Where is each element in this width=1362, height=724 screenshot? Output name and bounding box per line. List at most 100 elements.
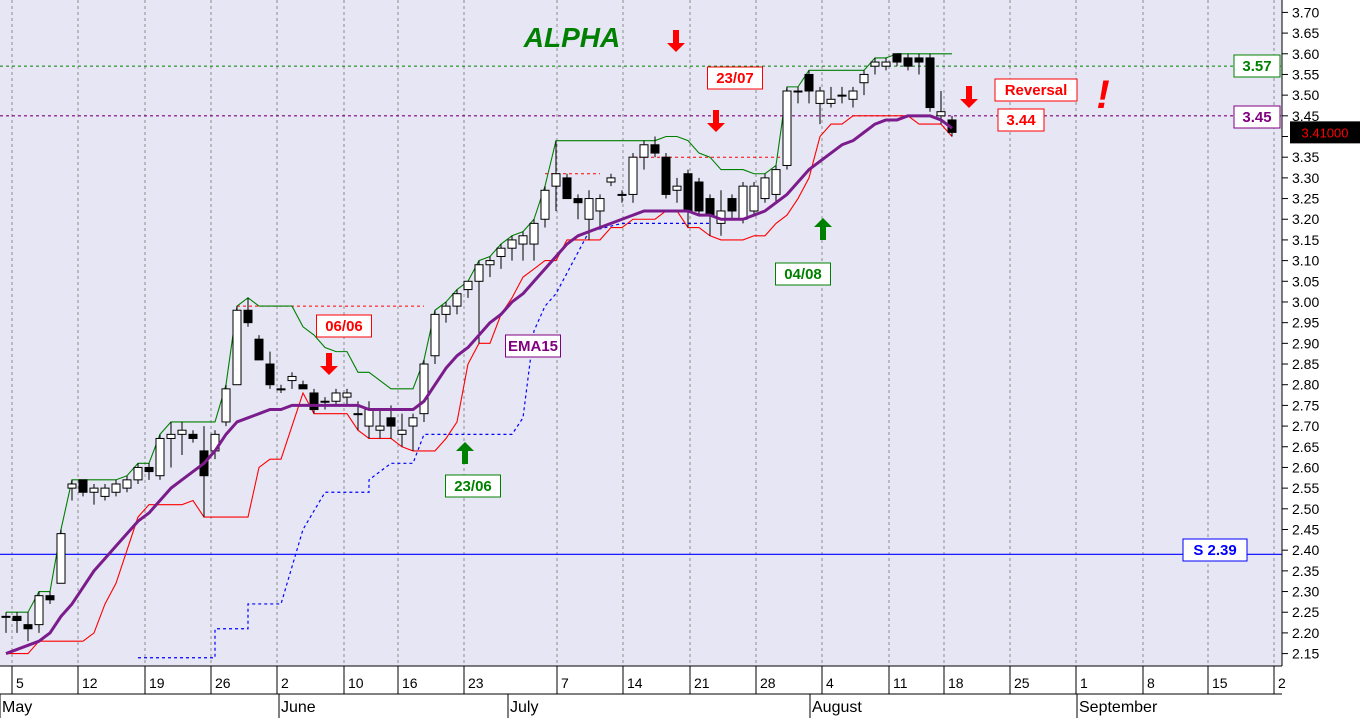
candle-body	[595, 198, 605, 212]
label-3-44: 3.44	[997, 108, 1045, 132]
x-tick-label: 7	[561, 675, 569, 691]
candle-body	[584, 198, 594, 220]
candle	[694, 177, 704, 216]
candle-body	[122, 479, 132, 489]
y-tick-label: 3.65	[1292, 25, 1319, 41]
candle	[441, 301, 451, 323]
x-tick-label: 19	[149, 675, 165, 691]
candle-body	[771, 169, 781, 195]
y-tick-label: 2.15	[1292, 646, 1319, 662]
arrow-shape	[667, 30, 685, 52]
candle	[298, 380, 308, 390]
month-label: September	[1079, 699, 1158, 716]
candle	[221, 384, 231, 427]
candle	[375, 409, 385, 439]
candle	[650, 136, 660, 158]
label-3-45-text: 3.45	[1242, 109, 1271, 126]
last-price-badge: 3.41000	[1290, 121, 1360, 144]
candle-body	[12, 615, 22, 621]
candle-body	[881, 61, 891, 67]
arrow-shape	[456, 442, 474, 464]
candle	[859, 70, 869, 96]
candle-body	[408, 417, 418, 427]
candle-body	[837, 94, 847, 97]
candle	[782, 86, 792, 170]
candle-body	[1, 615, 11, 618]
label-23-06-text: 23/06	[454, 478, 492, 495]
candle	[749, 182, 759, 216]
candle-body	[133, 466, 143, 481]
y-tick-label: 2.70	[1292, 418, 1319, 434]
y-tick-label: 3.00	[1292, 294, 1319, 310]
candle	[837, 86, 847, 104]
candle-body	[815, 90, 825, 104]
candle	[166, 421, 176, 468]
candle-body	[452, 293, 462, 307]
annotations: 06/06 23/07 23/06 04/08 EMA15 Reversal 3.44 3.5…	[316, 30, 1281, 562]
candle	[562, 173, 572, 200]
down-arrow-icon	[960, 86, 978, 108]
y-tick-label: 2.50	[1292, 501, 1319, 517]
candle	[518, 231, 528, 261]
candle-body	[320, 400, 330, 403]
y-tick-label: 2.90	[1292, 335, 1319, 351]
candle	[144, 463, 154, 480]
y-tick-label: 3.30	[1292, 170, 1319, 186]
candle-body	[661, 156, 671, 195]
candle-body	[45, 595, 55, 601]
candle-body	[144, 466, 154, 473]
y-tick-label: 3.70	[1292, 4, 1319, 20]
label-04-08-text: 04/08	[784, 266, 822, 283]
y-tick-label: 2.20	[1292, 625, 1319, 641]
candle-body	[155, 437, 165, 477]
label-23-06-box	[445, 474, 501, 498]
label-3-45-box	[1233, 105, 1281, 129]
plot-area	[0, 0, 1282, 666]
label-reversal-text: Reversal	[1005, 82, 1068, 99]
candle-body	[628, 156, 638, 195]
candle-body	[903, 57, 913, 67]
candle	[23, 612, 33, 642]
y-axis: 3.703.653.603.553.503.453.403.353.303.25…	[1281, 0, 1362, 666]
candle	[133, 463, 143, 484]
candle	[45, 591, 55, 604]
candle	[78, 479, 88, 497]
y-tick-label: 2.55	[1292, 480, 1319, 496]
candle-body	[573, 198, 583, 204]
down-arrow-icon	[667, 30, 685, 52]
candle-body	[936, 111, 946, 117]
candle	[815, 86, 825, 125]
x-tick-label: 25	[1014, 675, 1030, 691]
candle	[122, 475, 132, 493]
x-tick-label: 28	[760, 675, 776, 691]
y-tick-label: 3.20	[1292, 211, 1319, 227]
candle-body	[177, 429, 187, 435]
candle	[870, 57, 880, 75]
x-tick-label: 1	[1080, 675, 1088, 691]
candle-body	[364, 409, 374, 427]
candle-body	[23, 624, 33, 630]
arrow-shape	[320, 353, 338, 375]
label-ema15: EMA15	[505, 334, 561, 358]
candle	[903, 53, 913, 71]
candle	[12, 612, 22, 633]
arrow-shape	[960, 86, 978, 108]
candle	[254, 335, 264, 361]
label-23-07: 23/07	[707, 66, 763, 90]
candle	[848, 86, 858, 108]
candle-body	[540, 189, 550, 220]
candle-body	[474, 264, 484, 282]
candle-body	[892, 53, 902, 63]
candle-body	[705, 198, 715, 216]
candle-body	[639, 144, 649, 158]
y-tick-label: 3.35	[1292, 149, 1319, 165]
x-tick-label: 4	[826, 675, 834, 691]
last-price-box	[1290, 121, 1360, 144]
candle-body	[694, 181, 704, 212]
x-tick-label: 14	[627, 675, 643, 691]
candle	[67, 479, 77, 501]
candle	[551, 140, 561, 211]
candle	[56, 529, 66, 584]
